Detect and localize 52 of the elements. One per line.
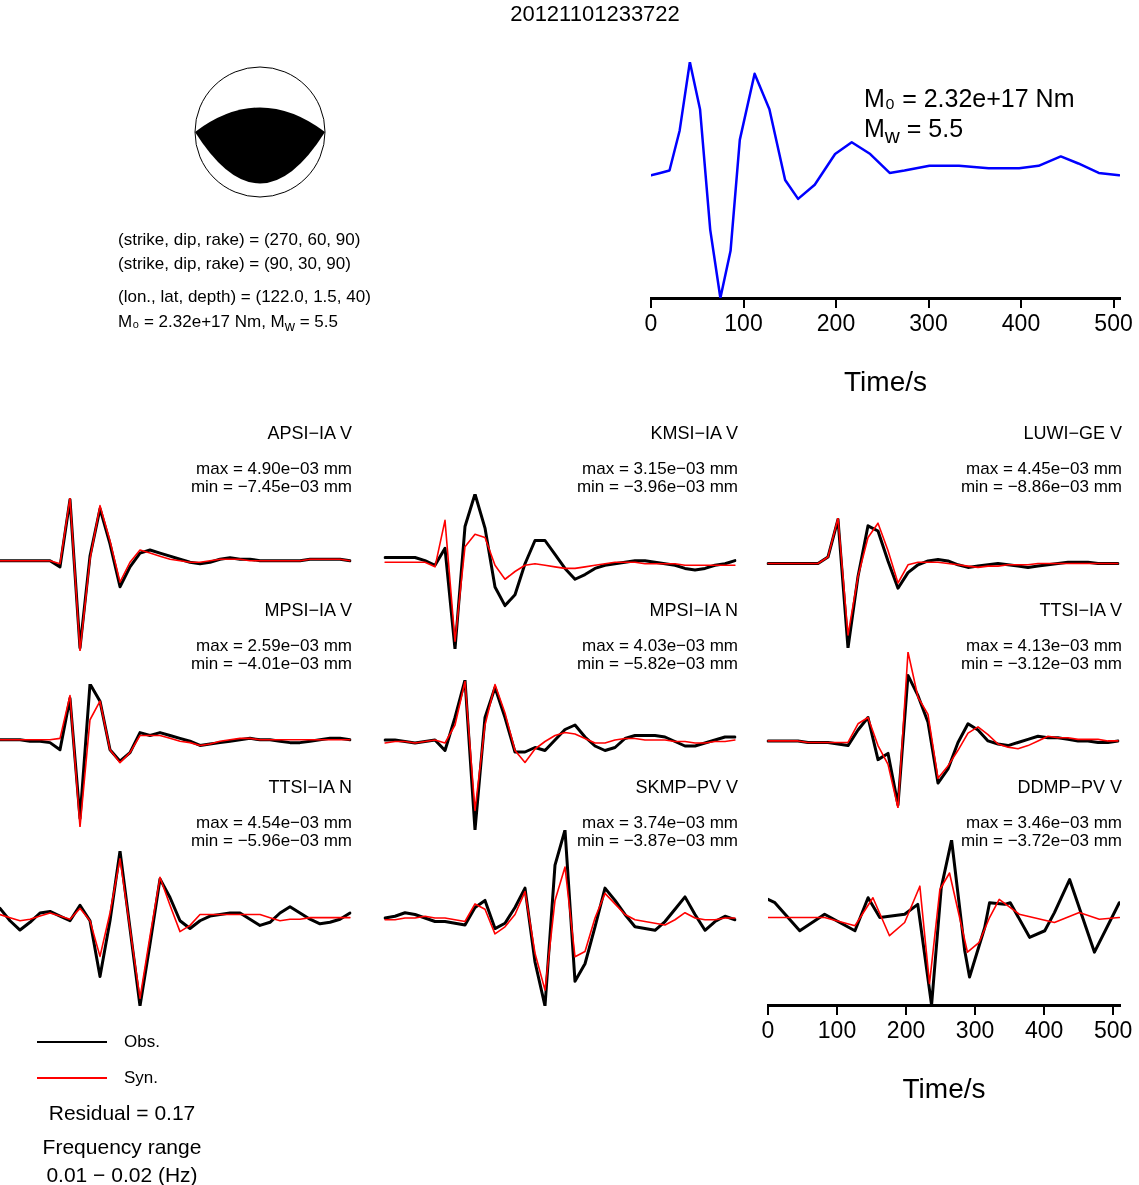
text: Residual = 0.17 <box>48 1101 196 1124</box>
chart-title: LUWI−GE V <box>1023 423 1122 443</box>
text: max = 4.45e−03 mm <box>966 459 1122 478</box>
x-axis-title: Time/s <box>902 1073 986 1104</box>
x-tick-label: 500 <box>1094 310 1133 337</box>
chart-title: MPSI−IA N <box>649 600 738 620</box>
text: min = −4.01e−03 mm <box>190 654 352 673</box>
x-tick-label: 0 <box>644 310 658 337</box>
text: min = −8.86e−03 mm <box>960 477 1122 496</box>
annotation: min = −3.12e−03 mm <box>960 654 1122 673</box>
annotation: M₀ = 2.32e+17 Nm <box>864 84 1075 112</box>
text: min = −5.82e−03 mm <box>576 654 738 673</box>
chart-title: APSI−IA V <box>267 423 352 443</box>
annotation: min = −3.72e−03 mm <box>960 831 1122 850</box>
x-tick-label: 100 <box>724 310 763 337</box>
chart-title: DDMP−PV V <box>1017 777 1122 797</box>
legend-label: Obs. <box>124 1032 160 1051</box>
x-tick-label: 0 <box>761 1017 775 1044</box>
x-tick-label: 100 <box>817 1017 857 1044</box>
annotation: max = 2.59e−03 mm <box>196 636 352 655</box>
text: M₀ = 2.32e+17 Nm, M$_{w}$ = 5.5 <box>118 312 338 335</box>
annotation: min = −3.87e−03 mm <box>576 831 738 850</box>
annotation: max = 4.03e−03 mm <box>582 636 738 655</box>
text: max = 3.46e−03 mm <box>966 813 1122 832</box>
x-tick-label: 200 <box>816 310 856 337</box>
chart-title: KMSI−IA V <box>650 423 738 443</box>
chart-title: TTSI−IA V <box>1039 600 1122 620</box>
x-tick-label: 500 <box>1093 1017 1133 1044</box>
text: max = 3.15e−03 mm <box>582 459 738 478</box>
x-tick-label: 300 <box>909 310 948 337</box>
x-tick-label: 400 <box>1024 1017 1064 1044</box>
text: (lon., lat, depth) = (122.0, 1.5, 40) <box>118 287 371 306</box>
x-tick-label: 300 <box>955 1017 995 1044</box>
text: (strike, dip, rake) = (270, 60, 90) <box>118 230 361 249</box>
chart-title: TTSI−IA N <box>268 777 352 797</box>
text: (strike, dip, rake) = (90, 30, 90) <box>118 254 351 273</box>
annotation: max = 4.13e−03 mm <box>966 636 1122 655</box>
x-tick-label: 200 <box>886 1017 926 1044</box>
text: 20121101233722 <box>510 1 680 26</box>
annotation: min = −3.96e−03 mm <box>576 477 738 496</box>
text: min = −5.96e−03 mm <box>190 831 352 850</box>
text: max = 4.90e−03 mm <box>196 459 352 478</box>
x-axis-title: Time/s <box>844 366 927 397</box>
chart-title: SKMP−PV V <box>635 777 738 797</box>
text: min = −7.45e−03 mm <box>190 477 352 496</box>
x-tick-label: 400 <box>1001 310 1041 337</box>
legend-label: Syn. <box>124 1068 159 1087</box>
chart-title: MPSI−IA V <box>264 600 352 620</box>
annotation: max = 4.54e−03 mm <box>196 813 352 832</box>
annotation: M$_{w}$ = 5.5 <box>864 114 964 147</box>
text: Frequency range <box>42 1135 202 1158</box>
annotation: max = 3.74e−03 mm <box>582 813 738 832</box>
